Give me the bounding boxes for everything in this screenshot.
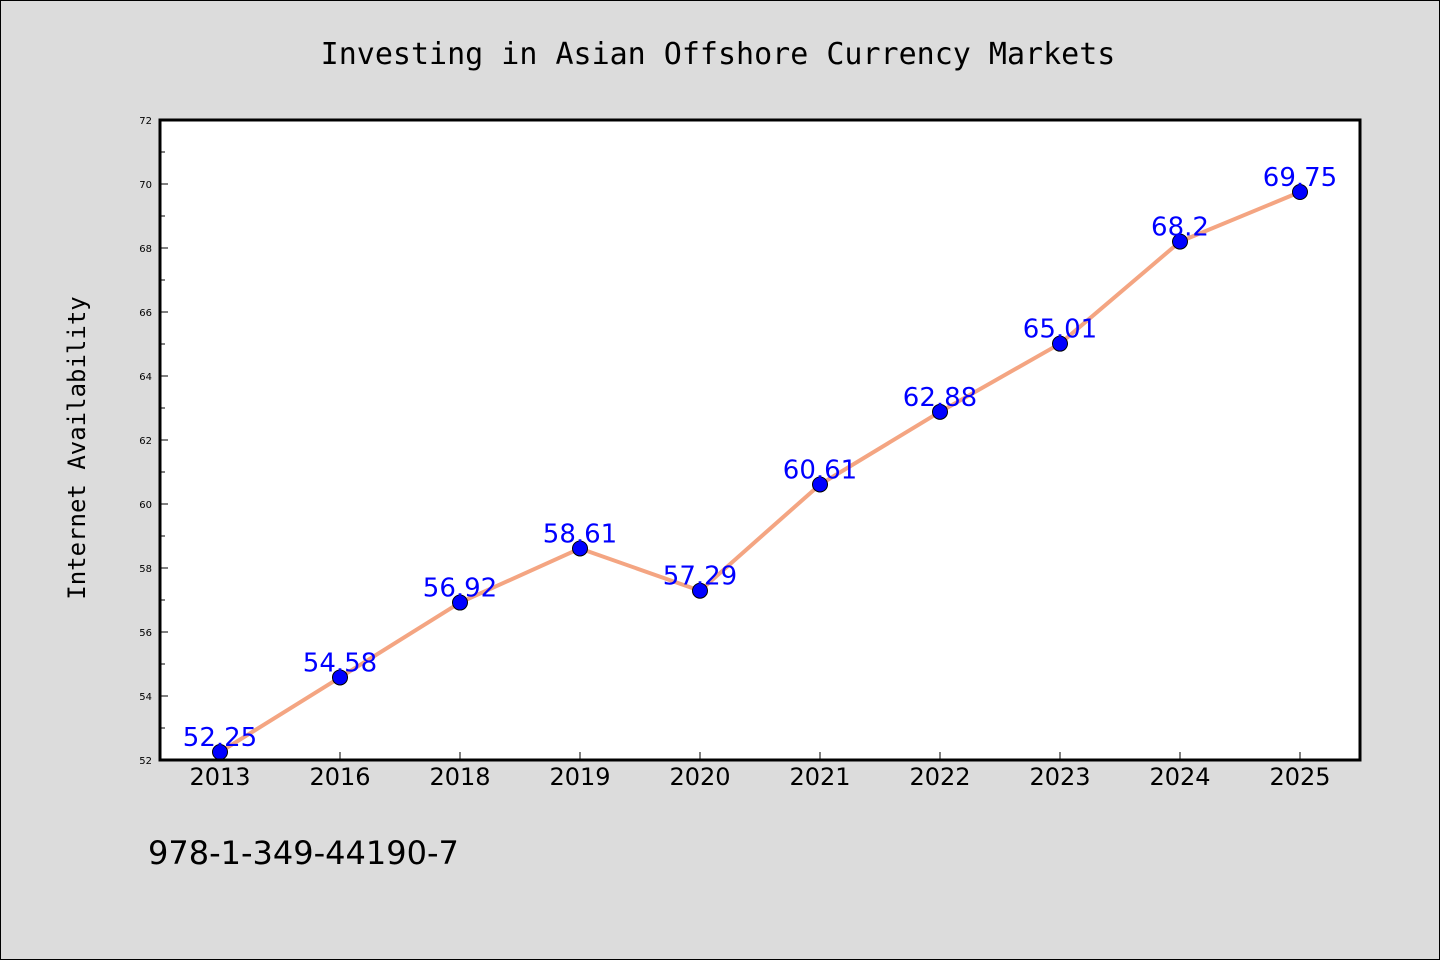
data-markers: [212, 184, 1308, 760]
y-tick-label: 64: [139, 372, 152, 383]
y-tick-label: 60: [139, 500, 152, 511]
y-tick-label: 52: [139, 756, 152, 767]
data-label: 65.01: [1023, 315, 1097, 345]
data-label: 68.2: [1151, 213, 1209, 243]
plot-frame: [158, 118, 1362, 762]
x-tick-label: 2022: [909, 763, 970, 791]
plot-area: [160, 120, 1360, 760]
isbn-text: 978-1-349-44190-7: [148, 834, 459, 872]
x-tick-label: 2021: [789, 763, 850, 791]
y-tick-label: 72: [139, 116, 152, 127]
data-point: [452, 594, 468, 611]
x-tick-label: 2018: [429, 763, 490, 791]
data-point: [572, 540, 588, 557]
x-tick-label: 2023: [1029, 763, 1090, 791]
data-label: 54.58: [303, 648, 377, 678]
data-point: [692, 582, 708, 599]
data-point: [812, 476, 828, 493]
data-label: 56.92: [423, 574, 497, 604]
series-line: [218, 190, 1302, 754]
data-point: [1172, 233, 1188, 250]
x-axis-ticks: 2013 2016 2018 2019 2020 2021 2022 2023 2024 2025: [189, 752, 1331, 791]
chart-title: Investing in Asian Offshore Currency Mar…: [321, 37, 1116, 72]
x-tick-label: 2016: [309, 763, 370, 791]
y-tick-label: 56: [139, 628, 152, 639]
x-tick-label: 2013: [189, 763, 250, 791]
data-label: 58.61: [543, 519, 617, 549]
y-tick-label: 58: [139, 564, 152, 575]
data-labels: 52.25 54.58 56.92 58.61 57.29 60.61 62.88 65.01…: [183, 163, 1337, 753]
data-point: [332, 669, 348, 686]
data-point: [932, 403, 948, 420]
x-tick-label: 2024: [1149, 763, 1210, 791]
y-axis-label: Internet Availability: [63, 296, 91, 599]
y-tick-label: 54: [139, 692, 152, 703]
y-tick-label: 66: [139, 308, 152, 319]
x-tick-label: 2020: [669, 763, 730, 791]
y-tick-label: 70: [139, 180, 152, 191]
data-label: 60.61: [783, 455, 857, 485]
data-label: 69.75: [1263, 163, 1337, 193]
data-label: 62.88: [903, 383, 977, 413]
x-tick-label: 2025: [1269, 763, 1330, 791]
y-tick-label: 62: [139, 436, 152, 447]
x-tick-label: 2019: [549, 763, 610, 791]
data-label: 52.25: [183, 723, 257, 753]
data-point: [1052, 335, 1068, 352]
data-point: [1292, 184, 1308, 200]
series-line-group: [218, 190, 1302, 754]
y-tick-label: 68: [139, 244, 152, 255]
data-label: 57.29: [663, 562, 737, 592]
